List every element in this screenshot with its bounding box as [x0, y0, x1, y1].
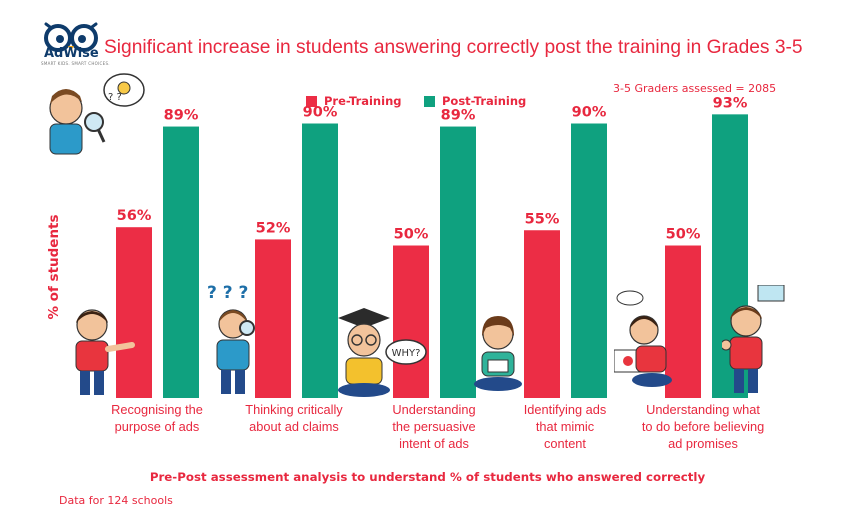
data-label-pre-2: 52%: [256, 220, 291, 236]
brand-tagline: SMART KIDS. SMART CHOICES.: [41, 61, 110, 66]
data-label-pre-5: 50%: [666, 227, 701, 243]
data-source-note: Data for 124 schools: [59, 494, 173, 507]
data-label-pre-1: 56%: [117, 208, 152, 224]
data-label-post-1: 89%: [164, 108, 199, 124]
chart-title: Significant increase in students answeri…: [104, 37, 803, 58]
bar-pre-5: [665, 245, 701, 398]
legend-label-pre: Pre-Training: [324, 94, 402, 108]
legend-item-pre: Pre-Training: [306, 94, 402, 108]
legend-label-post: Post-Training: [442, 94, 527, 108]
kid-thumbs-up-illustration: [722, 285, 785, 393]
bar-post-4: [571, 123, 607, 398]
data-label-post-3: 89%: [441, 108, 476, 124]
legend-swatch-post: [424, 95, 435, 107]
kid-thinking-illustration: ? ? ?: [207, 283, 255, 394]
bar-post-1: [163, 126, 199, 399]
data-label-pre-4: 55%: [525, 211, 560, 227]
legend-item-post: Post-Training: [424, 94, 526, 108]
kid-pointing-illustration: [75, 309, 135, 395]
data-label-post-4: 90%: [572, 105, 607, 121]
why-bubble-text: WHY?: [392, 348, 421, 359]
adwise-owl-logo: [44, 22, 98, 52]
sample-size-note: 3-5 Graders assessed = 2085: [613, 82, 777, 95]
data-label-post-5: 93%: [713, 95, 748, 111]
category-label-1: Recognising the purpose of ads: [111, 402, 203, 434]
data-label-post-2: 90%: [303, 105, 338, 121]
x-axis-caption: Pre-Post assessment analysis to understa…: [149, 470, 706, 484]
kid-magnifier-illustration: ? ?: [49, 73, 145, 155]
kid-reading-illustration: [474, 316, 522, 391]
bar-pre-4: [524, 230, 560, 398]
bar-pre-3: [393, 245, 429, 398]
bar-post-2: [302, 123, 338, 398]
bar-post-3: [440, 126, 476, 399]
brand-name: AdWise: [44, 46, 99, 61]
svg-text:? ? ?: ? ? ?: [207, 283, 248, 303]
category-label-4: Identifying ads that mimic content: [523, 402, 607, 451]
svg-text:? ?: ? ?: [108, 92, 122, 103]
legend-swatch-pre: [306, 95, 317, 107]
bar-pre-1: [116, 227, 152, 398]
data-label-pre-3: 50%: [394, 227, 429, 243]
kid-drawing-illustration: [614, 290, 672, 387]
kid-graduate-illustration: WHY?: [338, 308, 427, 397]
category-label-5: Understanding what to do before believin…: [641, 402, 765, 451]
category-label-2: Thinking critically about ad claims: [245, 402, 343, 434]
bar-pre-2: [255, 239, 291, 398]
category-label-3: Understanding the persuasive intent of a…: [392, 402, 476, 451]
